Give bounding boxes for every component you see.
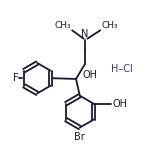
Text: CH₃: CH₃	[101, 20, 118, 30]
Text: OH: OH	[83, 70, 98, 80]
Text: N: N	[81, 30, 89, 39]
Text: H–Cl: H–Cl	[111, 64, 133, 74]
Text: CH₃: CH₃	[55, 20, 71, 30]
Text: Br: Br	[74, 132, 85, 142]
Text: F: F	[13, 73, 18, 83]
Text: OH: OH	[112, 99, 127, 109]
